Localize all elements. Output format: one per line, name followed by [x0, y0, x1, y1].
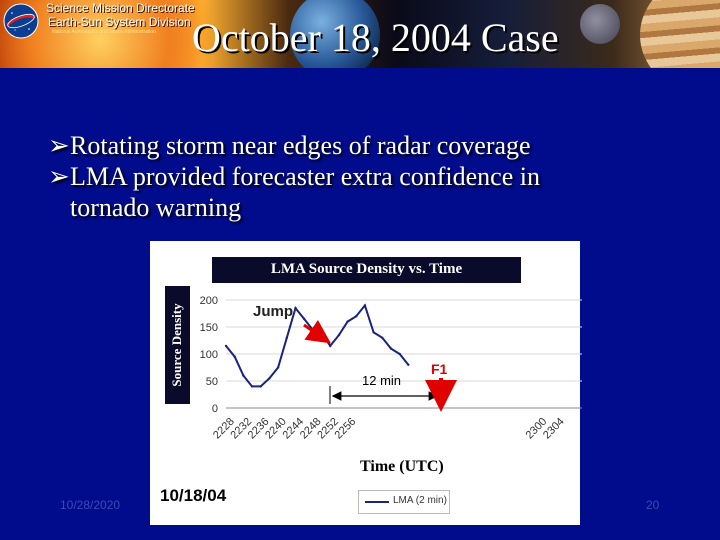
earth-image	[290, 0, 380, 68]
bullet-text: Rotating storm near edges of radar cover…	[70, 131, 531, 160]
bullet-item: ➢ Rotating storm near edges of radar cov…	[48, 130, 688, 161]
header-banner: Science Mission Directorate Earth-Sun Sy…	[0, 0, 720, 68]
y-axis-label-bar	[165, 286, 190, 404]
chart-title: LMA Source Density vs. Time	[270, 261, 463, 277]
bullet-item: ➢ LMA provided forecaster extra confiden…	[48, 161, 688, 192]
org-line-3: National Aeronautics and Space Administr…	[52, 29, 156, 35]
arrow-bullet-icon: ➢	[48, 162, 70, 192]
footer-page-number: 20	[646, 498, 660, 512]
y-axis-label: Source Density	[169, 303, 184, 387]
org-line-2: Earth-Sun System Division	[48, 15, 191, 29]
x-axis-label: Time (UTC)	[360, 458, 444, 475]
chart-title-bar	[212, 257, 521, 283]
bullet-continuation: tornado warning	[70, 193, 242, 223]
jupiter-image	[640, 0, 720, 68]
bullet-list: ➢ Rotating storm near edges of radar cov…	[48, 130, 688, 224]
nasa-logo-icon	[3, 3, 39, 39]
chart-legend: LMA (2 min)	[358, 490, 450, 514]
bullet-text: LMA provided forecaster extra confidence…	[70, 162, 540, 192]
chart-panel	[150, 241, 580, 525]
legend-line-icon	[365, 501, 389, 503]
footer-date: 10/28/2020	[60, 498, 121, 512]
sun-glow	[0, 0, 230, 68]
event-date-label: 10/18/04	[160, 486, 227, 505]
legend-label: LMA (2 min)	[393, 495, 447, 506]
planet-image	[580, 4, 620, 44]
arrow-bullet-icon: ➢	[48, 131, 70, 160]
org-line-1: Science Mission Directorate	[46, 1, 195, 15]
slide-title: October 18, 2004 Case	[192, 15, 559, 60]
